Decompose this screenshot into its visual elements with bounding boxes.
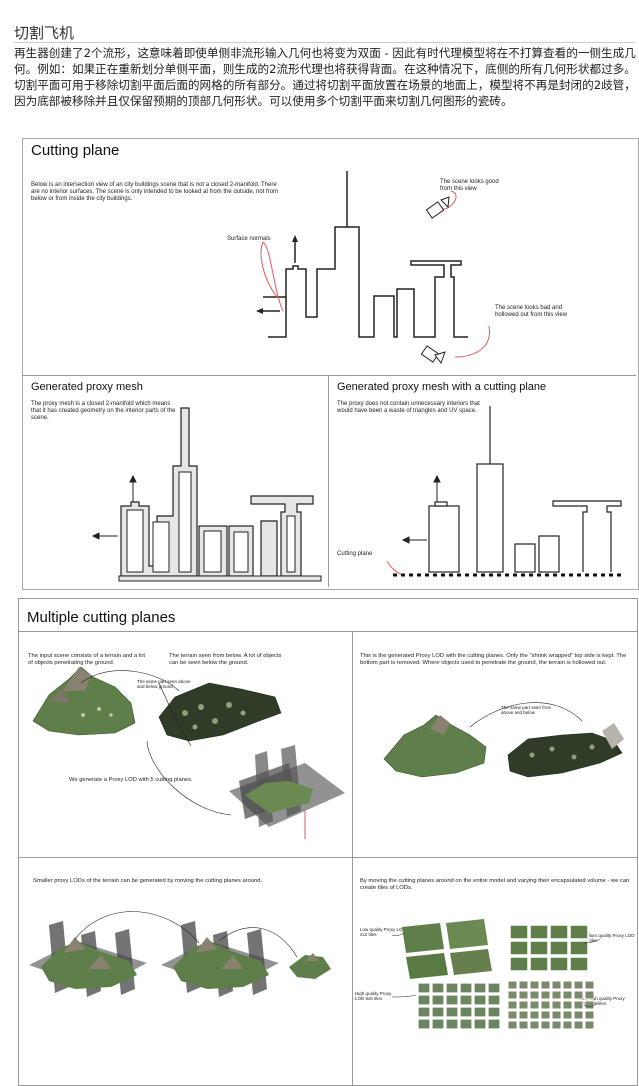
q2-small-same-part: The same part seen from above and below [501, 705, 552, 715]
q3-smaller-lods-illustration [29, 911, 331, 997]
q1-small-same-part: The same part seen above and below groun… [137, 679, 191, 689]
q4-label-medium: Medium quality Proxy LOD 4x4 tiles [581, 933, 635, 943]
city-outline-diagram [256, 171, 490, 365]
label-looks-good: The scene looks good from this view [440, 179, 499, 192]
page-title: 切割飞机 [14, 24, 75, 42]
figure-multiple-cutting-planes: Multiple cutting planes The input scene … [18, 598, 638, 1086]
panel-title-multiple: Multiple cutting planes [27, 609, 176, 626]
figure-cutting-plane: Cutting plane Below is an intersection v… [22, 138, 639, 590]
panel-title-cutting-plane: Cutting plane [31, 142, 120, 159]
q4-label-high: High quality Proxy LOD 6x6 tiles [355, 991, 392, 1001]
label-cutting-plane: Cutting plane [337, 551, 373, 557]
q4-text-tiles: By moving the cutting planes around on t… [360, 878, 630, 891]
panel-intersection-view: Cutting plane Below is an intersection v… [23, 139, 636, 376]
q1-terrain-illustration [32, 666, 345, 839]
figure2-horizontal-divider [19, 857, 637, 858]
label-looks-bad: The scene looks bad and hollowed out fro… [495, 305, 568, 318]
figure2-header-divider [19, 631, 637, 632]
q2-text-generated-lod: This is the generated Proxy LOD with the… [360, 653, 627, 666]
q2-proxy-illustration [383, 702, 624, 778]
figure2-vertical-divider [352, 631, 353, 1085]
q4-lod-tiles-illustration [391, 919, 601, 1030]
q1-text-seen-below: The terrain seen from below. A lot of ob… [169, 653, 282, 666]
proxy-cut-diagram [386, 406, 625, 577]
q4-label-low: Low quality Proxy LOD 2x2 tiles [360, 927, 406, 937]
proxy-cut-description: The proxy does not contain unnecessary i… [337, 401, 480, 414]
q1-text-five-planes: We generate a Proxy LOD with 5 cutting p… [69, 777, 193, 783]
intersection-description: Below is an intersection view of an city… [31, 182, 279, 202]
q1-text-input-scene: The input scene consists of a terrain an… [28, 653, 145, 666]
proxy-description: The proxy mesh is a closed 2-manifold wh… [31, 401, 176, 421]
title-divider [14, 42, 635, 43]
panel-title-proxy-cut: Generated proxy mesh with a cutting plan… [337, 381, 547, 393]
panel-title-proxy: Generated proxy mesh [31, 381, 143, 393]
panel-proxy-cutting-plane: Generated proxy mesh with a cutting plan… [329, 376, 636, 587]
panel-proxy-mesh: Generated proxy mesh The proxy mesh is a… [23, 376, 329, 587]
proxy-mesh-diagram [91, 407, 322, 582]
q3-text-smaller-lods: Smaller proxy LODs of the terrain can be… [33, 878, 263, 884]
label-surface-normals: Surface normals [227, 236, 271, 242]
intro-paragraph: 再生器创建了2个流形，这意味着即使单侧非流形输入几何也将变为双面 - 因此有时代… [14, 46, 636, 108]
